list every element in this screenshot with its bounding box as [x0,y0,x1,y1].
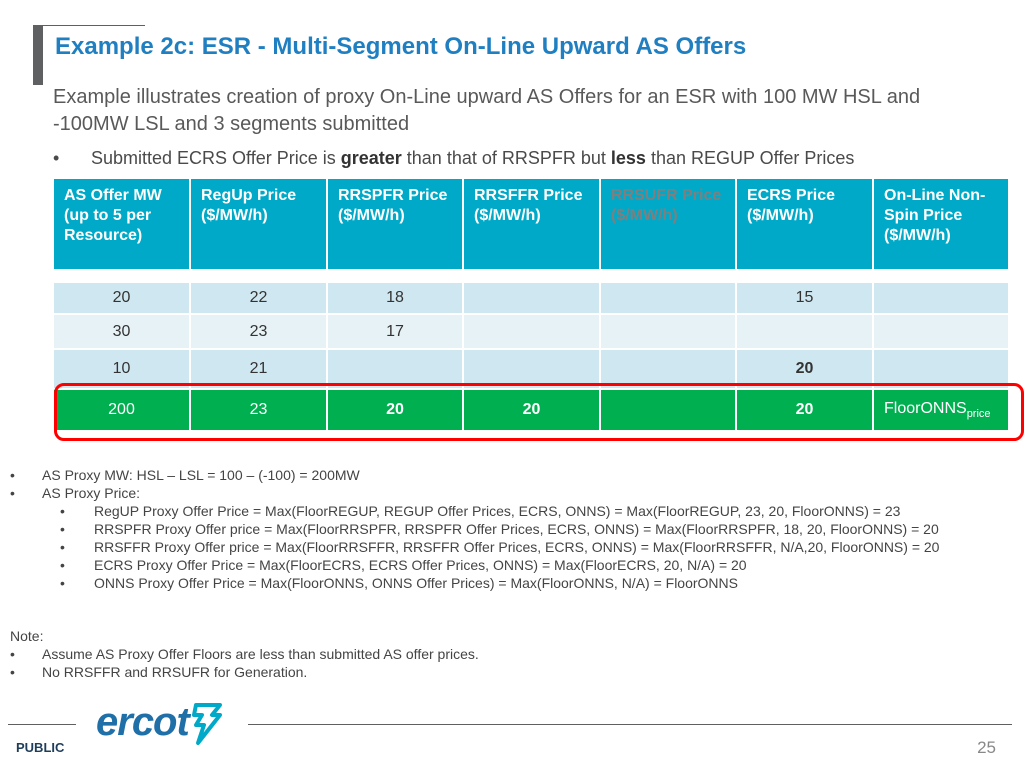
cell-ecrs: 15 [736,281,874,314]
cell-ecrs-value: 20 [795,401,814,418]
bullet-dot: • [10,485,15,501]
list-item: • Assume AS Proxy Offer Floors are less t… [10,645,479,663]
proxy-price-text: AS Proxy Price: [42,485,141,501]
cell-mw: 20 [54,281,191,314]
cell-rrsffr: 20 [463,388,601,430]
bullet-bold-greater: greater [340,148,402,168]
bullet-dot: • [60,575,65,591]
cell-mw: 30 [54,313,191,349]
table-header-row: AS Offer MW (up to 5 per Resource) RegUp… [54,179,1010,269]
cell-rrsufr [600,313,737,349]
gap-cell [54,269,1009,282]
cell-rrspfr-value: 20 [386,401,404,418]
cell-ecrs: 20 [736,388,874,430]
bullet-dot: • [60,503,65,519]
cell-rrsffr [463,348,601,389]
list-item: • No RRSFFR and RRSUFR for Generation. [10,663,479,681]
bullet-dot: • [10,646,15,662]
header-rrsffr-price: RRSFFR Price ($/MW/h) [463,179,601,269]
proxy-offer-row: 200 23 20 20 20 FloorONNSprice [54,388,1010,430]
rrsffr-proxy-text: RRSFFR Proxy Offer price = Max(FloorRRSF… [94,539,940,555]
cell-onns [873,348,1010,389]
cell-onns-value: FloorONNS [884,400,967,417]
cell-rrsufr [600,281,737,314]
list-item: • RRSFFR Proxy Offer price = Max(FloorRRS… [10,538,939,556]
cell-regup: 22 [190,281,328,314]
cell-rrspfr: 18 [327,281,464,314]
cell-regup: 21 [190,348,328,389]
slide-subtitle: Example illustrates creation of proxy On… [53,86,921,135]
classification-label: PUBLIC [16,740,65,755]
cell-rrsffr [463,281,601,314]
title-accent-bar [33,25,43,85]
footer-divider-right [248,724,1012,725]
list-item: • ECRS Proxy Offer Price = Max(FloorECRS,… [10,556,939,574]
slide-title: Example 2c: ESR - Multi-Segment On-Line … [55,33,747,60]
list-item: • ONNS Proxy Offer Price = Max(FloorONNS,… [10,574,939,592]
bullet-dot: • [60,557,65,573]
calculation-notes: • AS Proxy MW: HSL – LSL = 100 – (-100) =… [10,466,939,592]
cell-rrspfr [327,348,464,389]
cell-regup: 23 [190,313,328,349]
table-row: 20 22 18 15 [54,281,1010,314]
bullet-text-2: than that of RRSPFR but [401,148,611,168]
header-rrspfr-price: RRSPFR Price ($/MW/h) [327,179,464,269]
cell-onns-subscript: price [966,408,991,420]
cell-mw: 10 [54,348,191,389]
cell-rrspfr: 20 [327,388,464,430]
ercot-logo: ercot [96,700,190,744]
note-text-2: No RRSFFR and RRSUFR for Generation. [42,664,308,680]
rrspfr-proxy-text: RRSPFR Proxy Offer price = Max(FloorRRSP… [94,521,939,537]
bullet-bold-less: less [610,148,646,168]
table-row: 30 23 17 [54,313,1010,349]
bullet-dot: • [60,521,65,537]
cell-rrsufr [600,388,737,430]
cell-ecrs [736,313,874,349]
ercot-logo-mark-icon [192,703,222,745]
bullet-dot: • [53,148,60,168]
header-ecrs-price: ECRS Price ($/MW/h) [736,179,874,269]
bullet-dot: • [10,664,15,680]
list-item: • AS Proxy Price: [10,484,939,502]
cell-onns: FloorONNSprice [873,388,1010,430]
bullet-text-3: than REGUP Offer Prices [645,148,855,168]
cell-regup: 23 [190,388,328,430]
table-gap [54,269,1009,282]
list-item: • RRSPFR Proxy Offer price = Max(FloorRRS… [10,520,939,538]
list-item: • RegUP Proxy Offer Price = Max(FloorREGU… [10,502,939,520]
proxy-row-highlight [54,383,1024,441]
cell-rrspfr: 17 [327,313,464,349]
table-row: 10 21 20 [54,348,1010,389]
header-rrsufr-price: RRSUFR Price ($/MW/h) [600,179,737,269]
cell-ecrs: 20 [736,348,874,389]
main-bullet-text: Submitted ECRS Offer Price is greater th… [91,148,854,169]
cell-onns [873,281,1010,314]
note-text-1: Assume AS Proxy Offer Floors are less th… [42,646,479,662]
list-item: • AS Proxy MW: HSL – LSL = 100 – (-100) =… [10,466,939,484]
header-onns-price: On-Line Non-Spin Price ($/MW/h) [873,179,1010,269]
cell-rrsffr-value: 20 [522,401,541,418]
note-block: Note: • Assume AS Proxy Offer Floors are … [10,627,479,681]
as-offers-table: AS Offer MW (up to 5 per Resource) RegUp… [54,179,1010,430]
cell-rrsffr [463,313,601,349]
ecrs-proxy-text: ECRS Proxy Offer Price = Max(FloorECRS, … [94,557,747,573]
note-label: Note: [10,628,44,644]
cell-onns [873,313,1010,349]
regup-proxy-text: RegUP Proxy Offer Price = Max(FloorREGUP… [94,503,901,519]
bullet-dot: • [10,467,15,483]
header-as-offer-mw: AS Offer MW (up to 5 per Resource) [54,179,191,269]
onns-proxy-text: ONNS Proxy Offer Price = Max(FloorONNS, … [94,575,738,591]
footer-divider-left [8,724,76,725]
cell-rrsufr [600,348,737,389]
bullet-dot: • [60,539,65,555]
title-accent-line [43,25,145,26]
proxy-mw-text: AS Proxy MW: HSL – LSL = 100 – (-100) = … [42,467,360,483]
header-regup-price: RegUp Price ($/MW/h) [190,179,328,269]
page-number: 25 [977,738,996,757]
cell-mw: 200 [54,388,191,430]
cell-ecrs-value: 20 [795,360,814,377]
bullet-text-1: Submitted ECRS Offer Price is [91,148,341,168]
